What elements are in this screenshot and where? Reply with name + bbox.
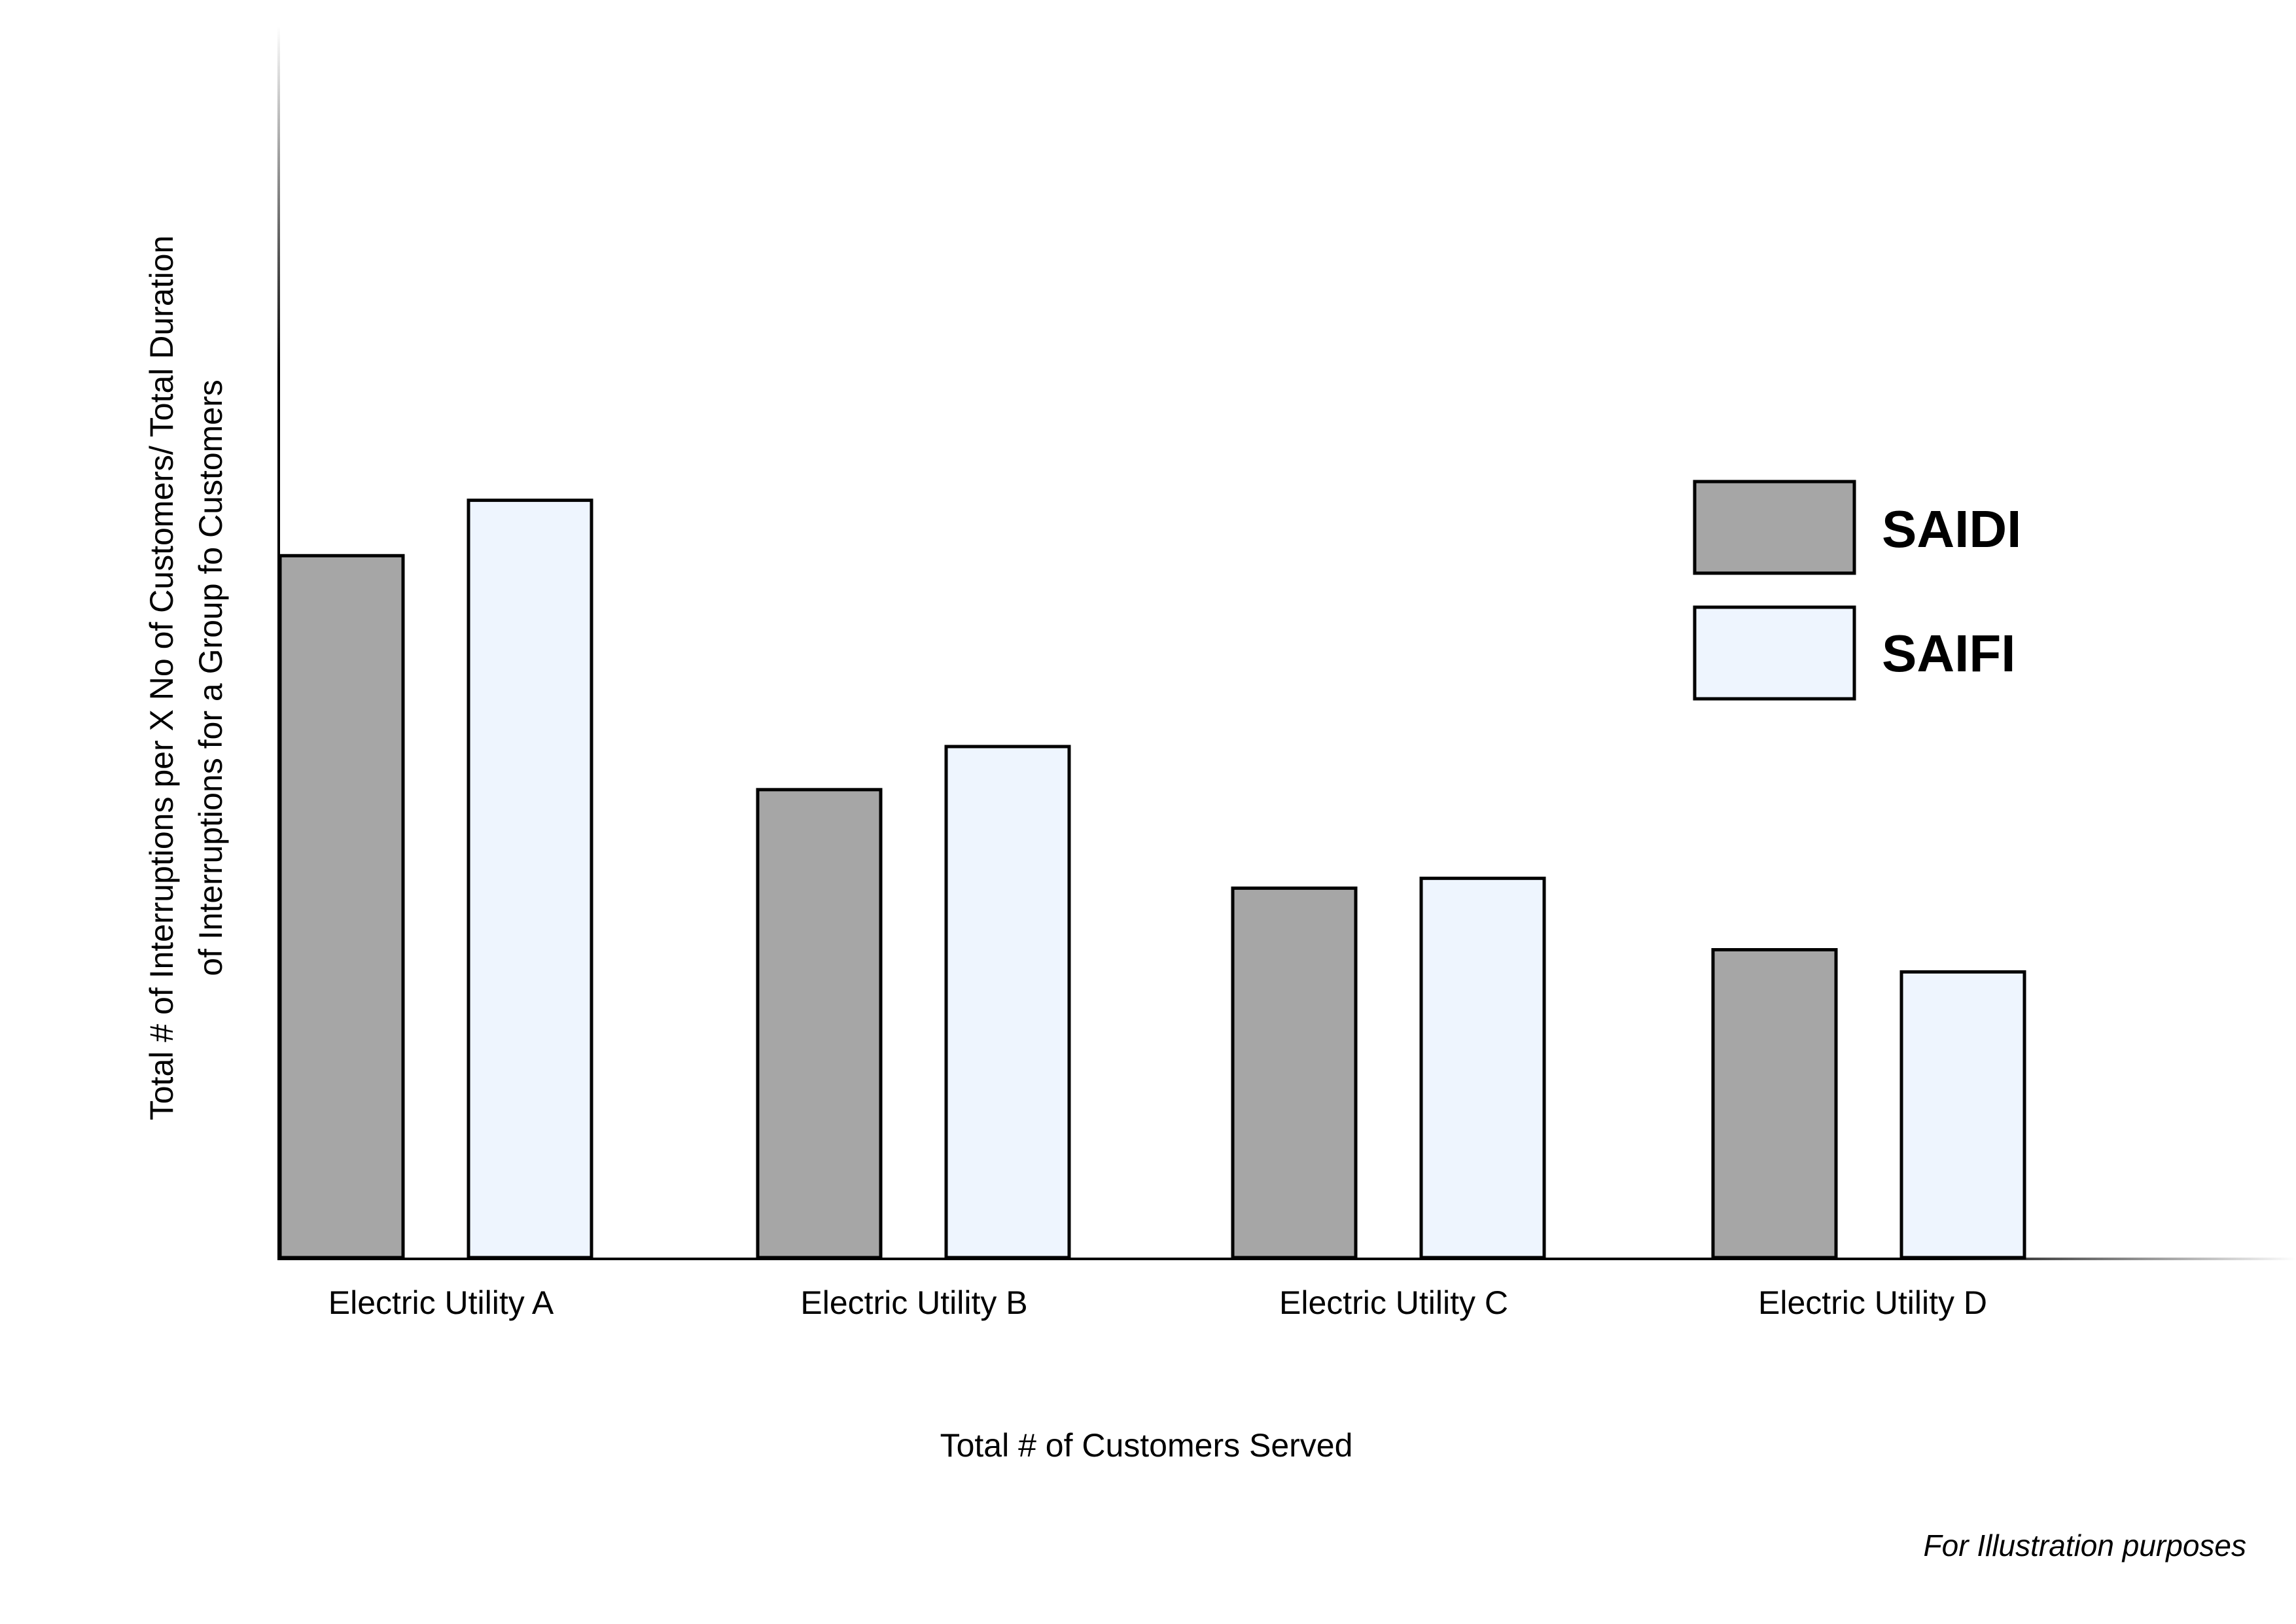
x-axis-line: [277, 1258, 2296, 1260]
bars-group: [278, 499, 2026, 1260]
category-labels: Electric Utility A Electric Utility B Elec…: [328, 1284, 1987, 1321]
bar-saidi-2: [756, 788, 883, 1260]
bar-saifi-4: [1899, 970, 2026, 1260]
legend-swatch-saifi: [1693, 605, 1856, 701]
bar-saidi-1: [278, 554, 405, 1260]
legend-swatch-saidi: [1693, 480, 1856, 575]
category-label-4: Electric Utility D: [1758, 1284, 1987, 1321]
legend-label-saifi: SAIFI: [1882, 624, 2015, 682]
category-label-2: Electric Utility B: [800, 1284, 1027, 1321]
y-axis-line: [277, 26, 280, 1260]
category-label-1: Electric Utility A: [328, 1284, 554, 1321]
bar-saifi-2: [944, 745, 1071, 1260]
legend-label-saidi: SAIDI: [1882, 500, 2021, 558]
bar-saidi-4: [1711, 948, 1838, 1260]
y-axis-title-line-2: of Interruptions for a Group fo Customer…: [192, 380, 229, 976]
bar-saifi-1: [467, 499, 593, 1260]
bar-saidi-3: [1231, 886, 1358, 1260]
x-axis-title: Total # of Customers Served: [940, 1427, 1353, 1464]
y-axis-title-line-1: Total # of Interruptions per X No of Cus…: [143, 236, 180, 1121]
category-label-3: Electric Utility C: [1279, 1284, 1508, 1321]
illustration-note: For Illustration purposes: [1924, 1528, 2246, 1562]
legend: SAIDI SAIFI: [1693, 480, 2021, 701]
bar-saifi-3: [1419, 876, 1546, 1260]
